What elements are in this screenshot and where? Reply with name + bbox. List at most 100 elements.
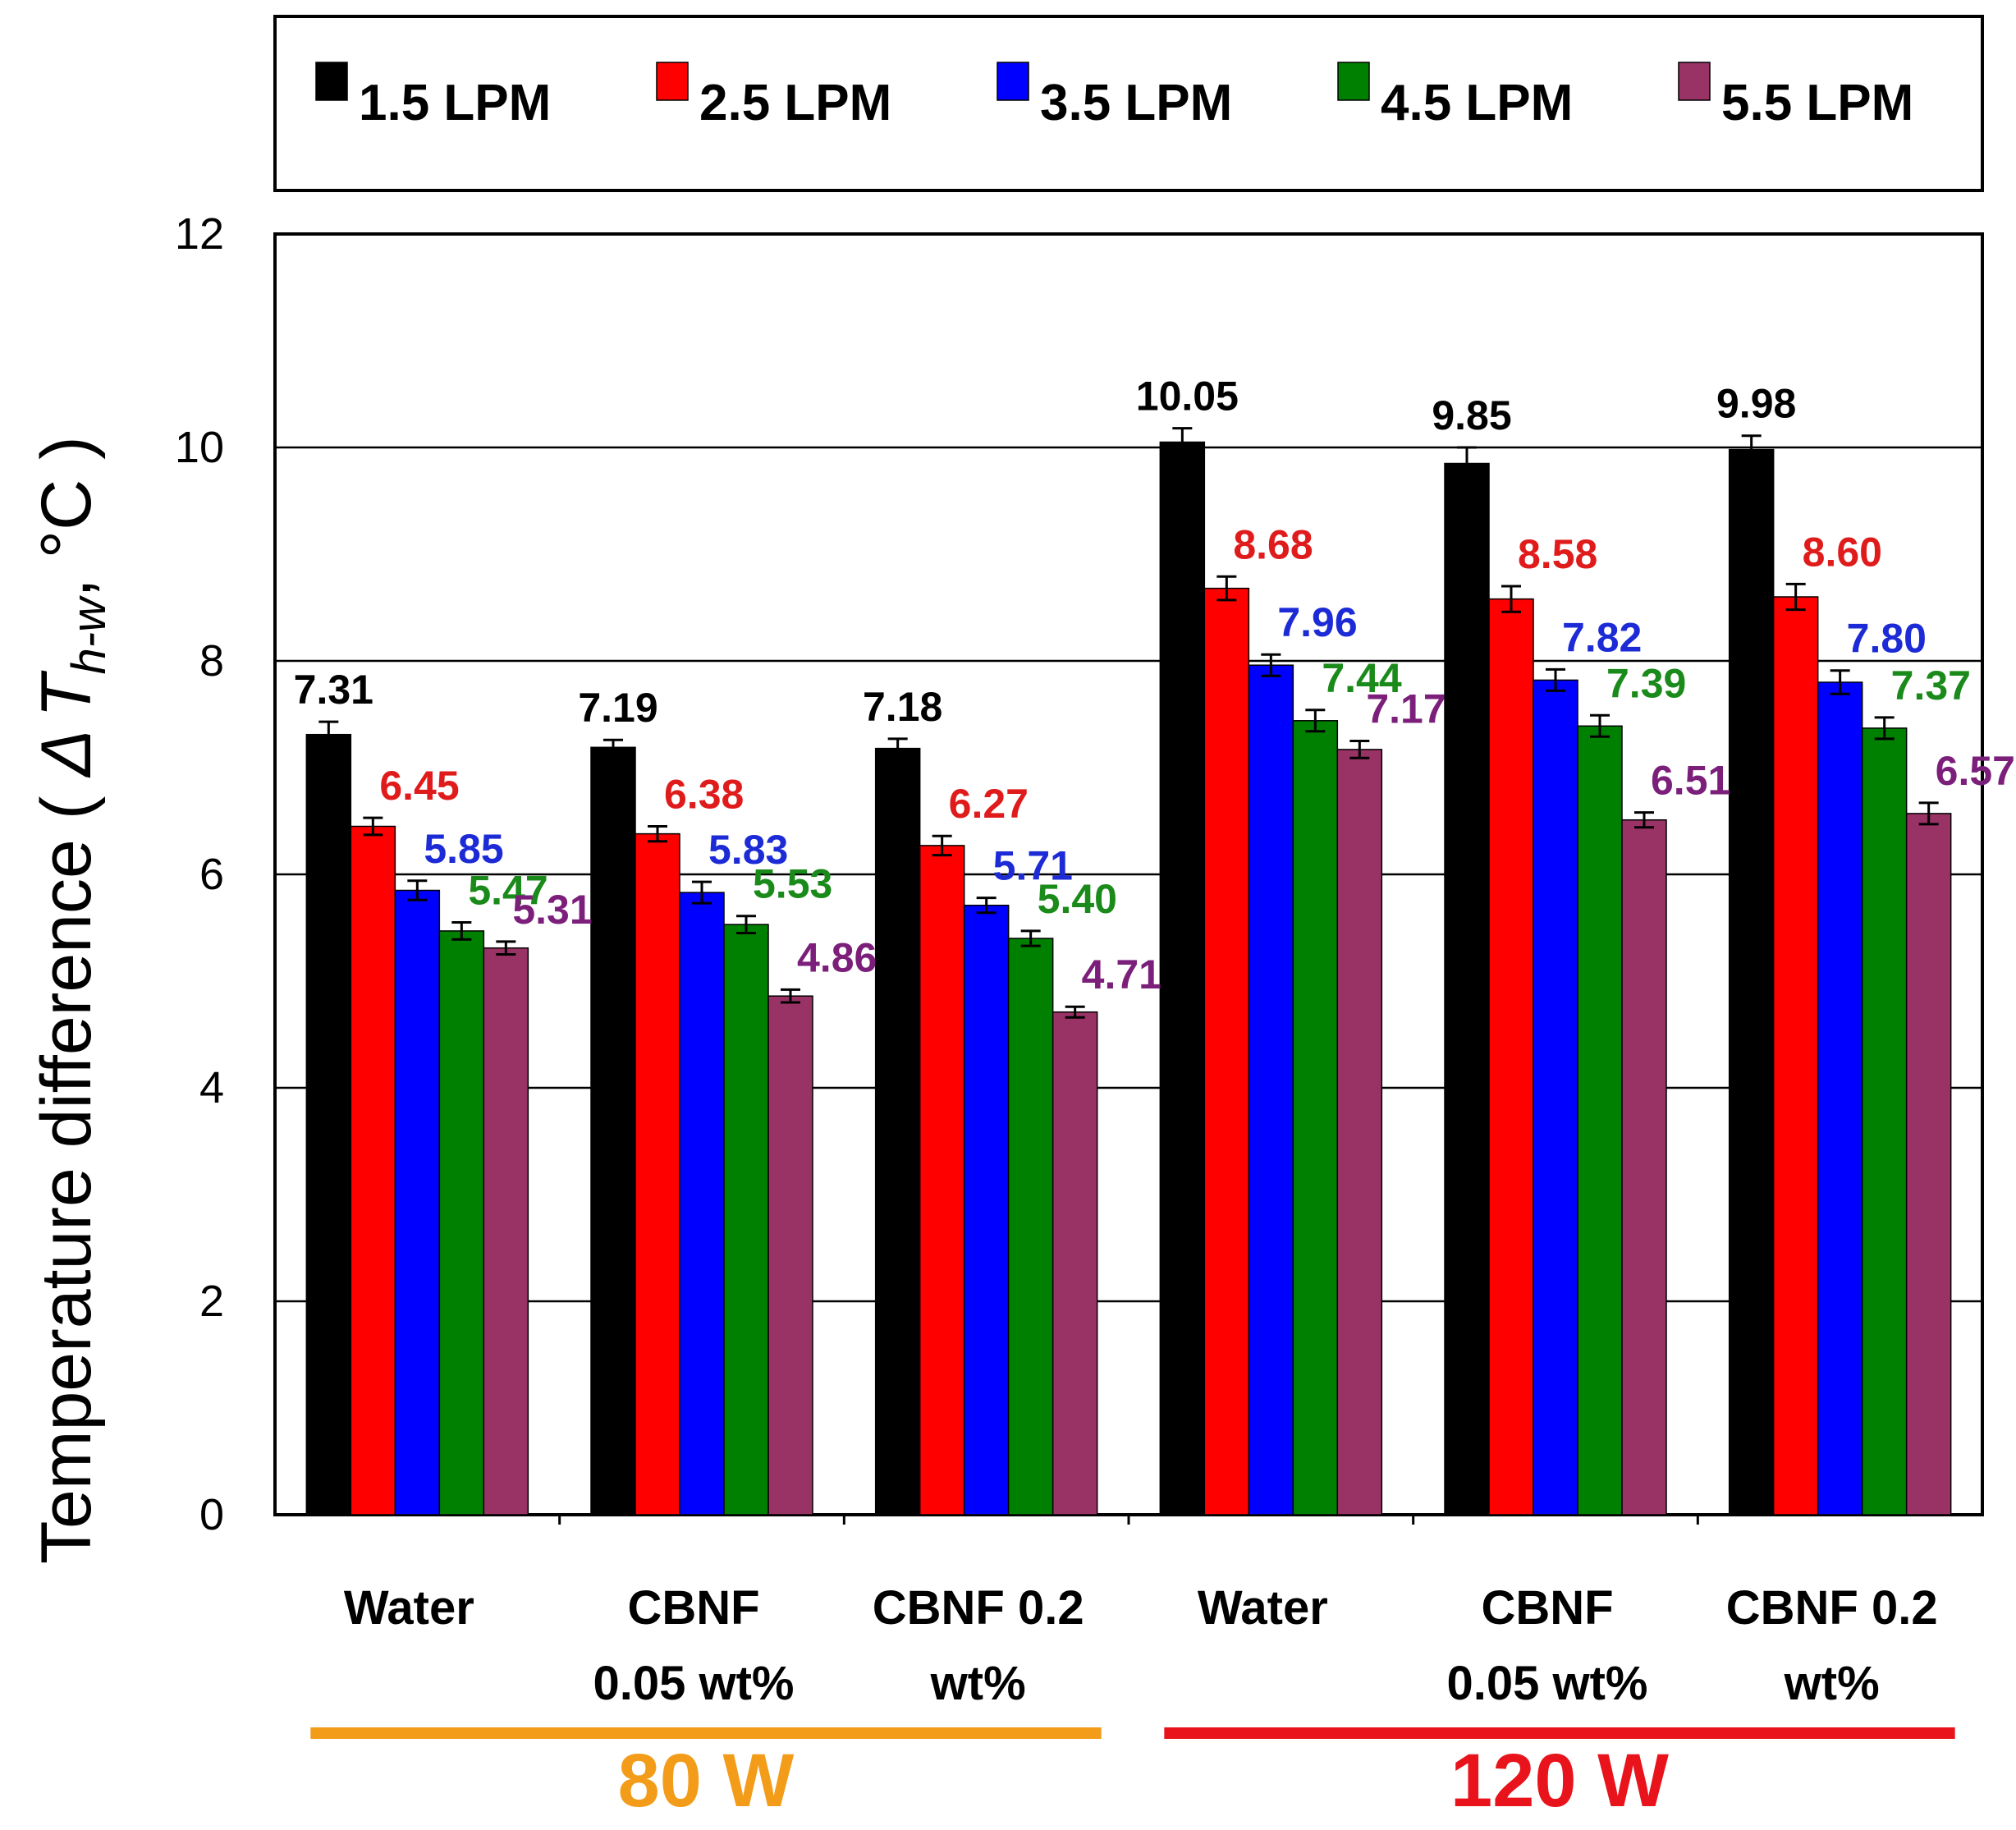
data-label: 7.19 xyxy=(578,685,657,731)
bar xyxy=(635,832,680,1516)
x-category-label: Water xyxy=(344,1581,474,1635)
data-label: 5.47 xyxy=(468,868,548,914)
x-category-label: Water xyxy=(1198,1581,1328,1635)
bar xyxy=(1007,938,1054,1516)
data-label: 5.31 xyxy=(512,887,592,933)
legend-label: 1.5 LPM xyxy=(359,75,551,131)
bar xyxy=(1203,587,1250,1516)
data-label: 7.82 xyxy=(1562,614,1642,660)
bar xyxy=(350,825,396,1516)
x-category-label: CBNF xyxy=(627,1581,759,1635)
legend-box xyxy=(273,15,1984,192)
bar xyxy=(1772,596,1819,1516)
data-label: 5.83 xyxy=(708,827,788,873)
data-labels: 7.31 7.19 7.18 10.05 9.85 9.98 6.45 6.38 6.27 8.6… xyxy=(294,374,2015,998)
data-label: 8.58 xyxy=(1518,531,1597,577)
bar xyxy=(679,892,725,1516)
bar xyxy=(1444,462,1490,1516)
bar xyxy=(1292,720,1339,1516)
bar xyxy=(1533,679,1578,1516)
x-category-label: CBNF 0.2 xyxy=(1726,1581,1938,1635)
data-label: 7.31 xyxy=(294,667,373,713)
legend-label: 3.5 LPM xyxy=(1040,75,1232,131)
data-label: 7.44 xyxy=(1322,655,1402,701)
data-label: 6.27 xyxy=(949,781,1029,827)
y-axis-label-suffix: , °C ) xyxy=(27,436,106,598)
legend-swatch xyxy=(997,62,1029,101)
error-bars xyxy=(318,427,1939,1019)
bar xyxy=(767,995,813,1516)
legend-swatch xyxy=(1678,62,1711,101)
data-label: 10.05 xyxy=(1136,374,1239,420)
data-label: 7.80 xyxy=(1847,616,1927,662)
bar xyxy=(483,947,529,1516)
bar xyxy=(590,746,636,1516)
y-axis-label: Temperature difference ( ΔTh-w, °C ) xyxy=(27,436,116,1564)
x-category-label: CBNF 0.2 xyxy=(873,1581,1084,1635)
data-label: 4.86 xyxy=(797,934,877,980)
legend-label: 2.5 LPM xyxy=(699,75,891,131)
data-label: 6.45 xyxy=(379,763,459,809)
bar xyxy=(1159,441,1206,1516)
bar xyxy=(1577,725,1623,1516)
y-axis-label-prefix: Temperature difference ( xyxy=(27,777,106,1564)
data-label: 6.51 xyxy=(1651,758,1730,804)
legend: 1.5 LPM 2.5 LPM 3.5 LPM 4.5 LPM 5.5 LPM xyxy=(315,62,1913,131)
bar xyxy=(1621,819,1667,1516)
bar xyxy=(723,924,769,1516)
data-label: 4.71 xyxy=(1082,952,1161,998)
data-label: 6.38 xyxy=(664,772,744,818)
bar xyxy=(874,747,921,1516)
legend-label: 4.5 LPM xyxy=(1381,75,1573,131)
data-label: 7.18 xyxy=(863,684,942,730)
bar xyxy=(1728,448,1775,1516)
data-label: 5.53 xyxy=(753,861,832,907)
data-label: 8.68 xyxy=(1233,521,1313,567)
bar xyxy=(1336,749,1383,1516)
x-category-label: wt% xyxy=(930,1657,1026,1710)
bar xyxy=(919,845,965,1516)
data-label: 9.85 xyxy=(1432,392,1511,438)
x-axis-categories: Water CBNF 0.05 wt% CBNF 0.2 wt% Water CBNF 0.0… xyxy=(344,1581,1938,1710)
legend-swatch xyxy=(656,62,689,101)
x-category-label: wt% xyxy=(1784,1657,1880,1710)
data-label: 5.40 xyxy=(1038,876,1117,922)
gridlines xyxy=(275,446,1982,1525)
y-axis-ticks: 0 2 4 6 8 10 12 xyxy=(175,209,224,1539)
bars xyxy=(305,441,1952,1516)
y-tick-label: 10 xyxy=(175,423,224,472)
bar xyxy=(1817,681,1863,1516)
bar xyxy=(963,904,1010,1516)
y-tick-label: 6 xyxy=(199,850,224,899)
y-tick-label: 0 xyxy=(199,1490,224,1539)
data-label: 9.98 xyxy=(1716,381,1796,427)
legend-swatch xyxy=(315,62,348,101)
bar xyxy=(438,930,485,1516)
data-label: 6.57 xyxy=(1936,748,2015,794)
group-annotations: 80 W 120 W xyxy=(310,1727,1955,1823)
data-label: 7.17 xyxy=(1366,686,1446,732)
data-label: 5.71 xyxy=(993,843,1073,889)
data-label: 7.96 xyxy=(1277,599,1357,645)
y-tick-label: 8 xyxy=(199,636,224,686)
legend-swatch xyxy=(1337,62,1370,101)
y-axis-label-subscript: h-w xyxy=(62,595,116,675)
y-axis-label-T: T xyxy=(27,670,106,718)
data-label: 7.37 xyxy=(1891,663,1971,709)
y-tick-label: 4 xyxy=(199,1063,224,1112)
y-tick-label: 2 xyxy=(199,1277,224,1326)
x-category-label: 0.05 wt% xyxy=(1447,1657,1648,1710)
legend-label: 5.5 LPM xyxy=(1721,75,1913,131)
bar xyxy=(1248,664,1294,1516)
data-label: 8.60 xyxy=(1803,529,1882,575)
x-category-label: CBNF xyxy=(1481,1581,1613,1635)
group-label: 80 W xyxy=(618,1739,795,1823)
bar xyxy=(1488,598,1534,1516)
y-tick-label: 12 xyxy=(175,209,224,259)
bar xyxy=(394,889,441,1516)
bar xyxy=(1861,727,1908,1516)
y-axis-label-delta: Δ xyxy=(27,729,106,778)
data-label: 5.85 xyxy=(424,826,503,872)
data-label: 7.39 xyxy=(1606,660,1686,706)
